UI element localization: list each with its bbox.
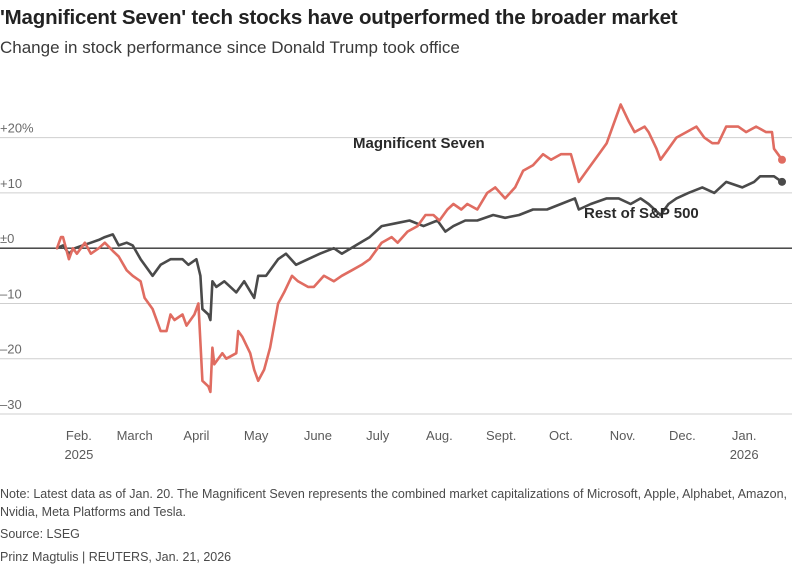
x-tick-label: April	[183, 428, 209, 443]
chart-credit: Prinz Magtulis | REUTERS, Jan. 21, 2026	[0, 550, 232, 564]
x-tick-sublabel: 2025	[64, 447, 93, 462]
annotation-rest-of-sp500: Rest of S&P 500	[584, 205, 699, 222]
x-tick-label: March	[117, 428, 153, 443]
series-line-rest-of-s-p-500	[55, 175, 784, 322]
y-tick-label: +10	[0, 176, 22, 191]
x-tick-label: June	[304, 428, 332, 443]
y-tick-label: –10	[0, 286, 22, 301]
series-line-magnificent-seven	[55, 103, 784, 394]
x-tick-label: Jan.	[732, 428, 757, 443]
y-tick-label: ±0	[0, 231, 14, 246]
x-tick-label: Sept.	[486, 428, 516, 443]
annotation-layer: Magnificent Seven Rest of S&P 500	[353, 135, 699, 222]
x-tick-sublabel: 2026	[730, 447, 759, 462]
line-chart: +20% +10 ±0 –10 –20 –30 Feb. 2025 March April May…	[0, 103, 792, 462]
series-end-marker	[778, 155, 786, 164]
y-tick-label: –20	[0, 342, 22, 357]
x-tick-label: July	[366, 428, 390, 443]
series-end-marker	[778, 177, 786, 186]
y-tick-label: +20%	[0, 121, 34, 136]
chart-note: Note: Latest data as of Jan. 20. The Mag…	[0, 487, 788, 519]
x-tick-label: May	[244, 428, 269, 443]
y-tick-label: –30	[0, 397, 22, 412]
x-tick-label: Feb.	[66, 428, 92, 443]
grid-layer	[0, 137, 792, 415]
x-tick-label: Oct.	[549, 428, 573, 443]
chart-source: Source: LSEG	[0, 527, 80, 541]
annotation-magnificent-seven: Magnificent Seven	[353, 135, 485, 152]
series-layer	[55, 103, 786, 394]
chart-subtitle: Change in stock performance since Donald…	[0, 38, 460, 57]
chart-title: 'Magnificent Seven' tech stocks have out…	[0, 6, 678, 29]
x-tick-label: Nov.	[610, 428, 636, 443]
x-tick-label: Dec.	[669, 428, 696, 443]
y-axis-tick-labels: +20% +10 ±0 –10 –20 –30	[0, 121, 34, 412]
x-axis-tick-labels: Feb. 2025 March April May June July Aug. Sept. Oc…	[64, 428, 758, 462]
x-tick-label: Aug.	[426, 428, 453, 443]
